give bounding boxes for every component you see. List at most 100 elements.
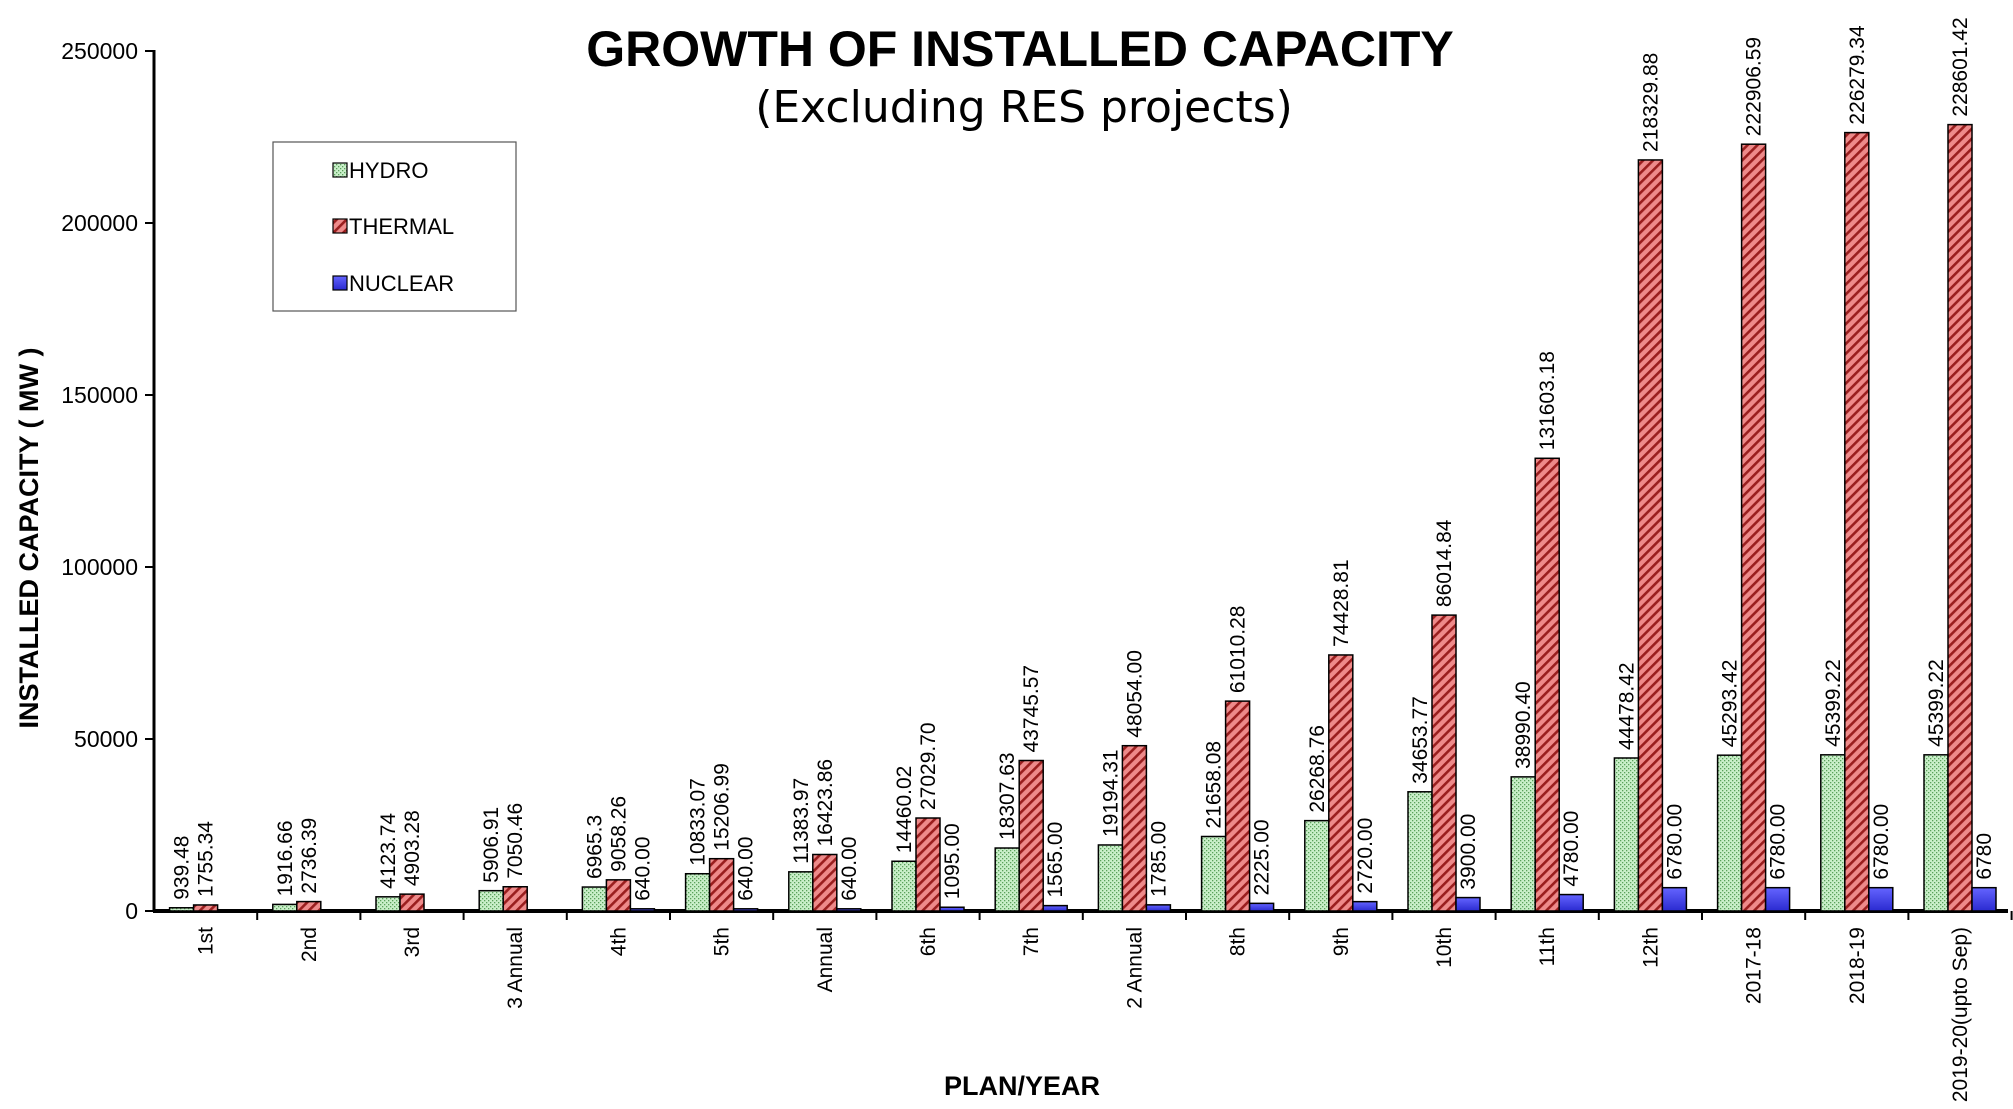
bar-thermal (1224, 700, 1251, 912)
bar-thermal (605, 879, 632, 912)
category-label: 5th (711, 927, 734, 956)
value-label-nuclear: 3900.00 (1457, 814, 1480, 890)
category-label: 8th (1227, 927, 1250, 956)
bar-thermal (812, 853, 838, 912)
y-tick-label: 250000 (61, 38, 138, 64)
legend: HYDRO THERMAL NUCLEAR (272, 141, 517, 312)
bar-thermal (1121, 744, 1148, 912)
bar-thermal (296, 900, 322, 912)
bar-hydro (1923, 754, 1949, 912)
chart-subtitle: (Excluding RES projects) (755, 82, 1293, 133)
legend-label-nuclear: NUCLEAR (349, 271, 454, 296)
bar-thermal (1328, 654, 1354, 912)
value-label-hydro: 18307.63 (996, 752, 1019, 840)
bar-nuclear (1558, 893, 1584, 912)
value-label-nuclear: 2225.00 (1251, 819, 1274, 895)
bar-nuclear (1661, 886, 1688, 912)
value-label-nuclear: 6780.00 (1870, 804, 1893, 880)
category-label: 2 Annual (1123, 927, 1146, 1009)
category-label: 1st (195, 927, 218, 955)
value-label-thermal: 9058.26 (607, 796, 630, 872)
bar-hydro (168, 907, 195, 912)
value-label-hydro: 10833.07 (687, 778, 710, 866)
category-label: 2017-18 (1743, 927, 1766, 1004)
value-label-nuclear: 1785.00 (1147, 821, 1170, 897)
value-label-hydro: 45293.42 (1719, 660, 1742, 748)
bar-hydro (1304, 819, 1330, 912)
legend-swatch-thermal (332, 218, 348, 234)
y-tick-label: 150000 (61, 382, 138, 408)
value-label-thermal: 218329.88 (1639, 53, 1662, 152)
value-label-thermal: 1755.34 (195, 821, 218, 897)
value-label-nuclear: 640.00 (838, 837, 861, 901)
value-label-thermal: 48054.00 (1123, 650, 1146, 738)
value-label-nuclear: 640.00 (735, 837, 758, 901)
chart-title: GROWTH OF INSTALLED CAPACITY (586, 21, 1454, 77)
bar-thermal (1534, 457, 1560, 912)
bar-nuclear (1455, 896, 1481, 912)
value-label-nuclear: 640.00 (631, 837, 654, 901)
value-label-nuclear: 2720.00 (1354, 818, 1377, 894)
bar-thermal (1947, 123, 1973, 912)
value-label-hydro: 19194.31 (1099, 749, 1122, 837)
y-tick-label: 50000 (74, 726, 138, 752)
value-label-hydro: 11383.97 (790, 778, 813, 864)
value-label-thermal: 131603.18 (1536, 351, 1559, 450)
value-label-hydro: 21658.08 (1203, 741, 1226, 829)
legend-swatch-nuclear (332, 275, 348, 291)
value-label-hydro: 38990.40 (1512, 681, 1535, 769)
y-axis-label: INSTALLED CAPACITY ( MW ) (14, 348, 44, 729)
bar-nuclear (1352, 900, 1378, 912)
bar-hydro (1200, 835, 1227, 912)
bar-hydro (788, 871, 814, 912)
category-label: Annual (814, 927, 837, 992)
value-labels: 939.48 1755.34 1916.66 2736.39 4123.74 4903.2… (171, 17, 1996, 900)
bar-thermal (915, 817, 941, 912)
value-label-thermal: 43745.57 (1020, 665, 1043, 753)
bar-thermal (399, 893, 425, 912)
category-label: 6th (917, 927, 940, 956)
bar-hydro (1510, 776, 1536, 912)
value-label-hydro: 45399.22 (1822, 659, 1845, 747)
value-label-hydro: 5906.91 (480, 807, 503, 883)
bar-thermal (1740, 143, 1767, 912)
bar-nuclear (1042, 904, 1068, 912)
value-label-hydro: 939.48 (171, 836, 194, 900)
bar-hydro (994, 847, 1020, 912)
value-label-thermal: 228601.42 (1949, 17, 1972, 116)
category-label: 12th (1639, 927, 1662, 968)
value-label-hydro: 1916.66 (274, 820, 297, 896)
category-label: 2019-20(upto Sep) (1949, 927, 1972, 1102)
bar-nuclear (1868, 886, 1894, 912)
bar-nuclear (1248, 902, 1275, 912)
bar-thermal (1431, 614, 1457, 912)
category-label: 9th (1330, 927, 1353, 956)
bar-hydro (272, 903, 298, 912)
value-label-thermal: 61010.28 (1227, 606, 1250, 694)
category-label: 2nd (298, 927, 321, 962)
value-label-nuclear: 6780.00 (1767, 804, 1790, 880)
value-label-thermal: 16423.86 (814, 759, 837, 847)
y-tick-label: 200000 (61, 210, 138, 236)
bar-nuclear (732, 908, 759, 912)
bar-nuclear (629, 908, 656, 912)
bar-thermal (1637, 159, 1664, 912)
category-label: 3 Annual (504, 927, 527, 1009)
value-label-hydro: 6965.3 (583, 815, 606, 879)
category-label: 2018-19 (1846, 927, 1869, 1004)
value-label-nuclear: 1095.00 (941, 823, 964, 899)
bar-thermal (708, 857, 735, 912)
y-axis-ticks: 0 50000 100000 150000 200000 250000 (61, 38, 154, 924)
value-label-hydro: 44478.42 (1615, 662, 1638, 750)
bar-thermal (1844, 131, 1870, 912)
legend-swatch-hydro (332, 162, 348, 178)
bar-nuclear (939, 906, 965, 912)
bar-hydro (581, 886, 608, 912)
value-label-nuclear: 6780.00 (1663, 804, 1686, 880)
value-label-thermal: 15206.99 (711, 763, 734, 851)
y-tick-label: 100000 (61, 554, 138, 580)
category-label: 10th (1433, 927, 1456, 968)
category-labels: 1st 2nd 3rd 3 Annual 4th 5th Annual 6th 7th 2 Ann… (195, 927, 1972, 1102)
